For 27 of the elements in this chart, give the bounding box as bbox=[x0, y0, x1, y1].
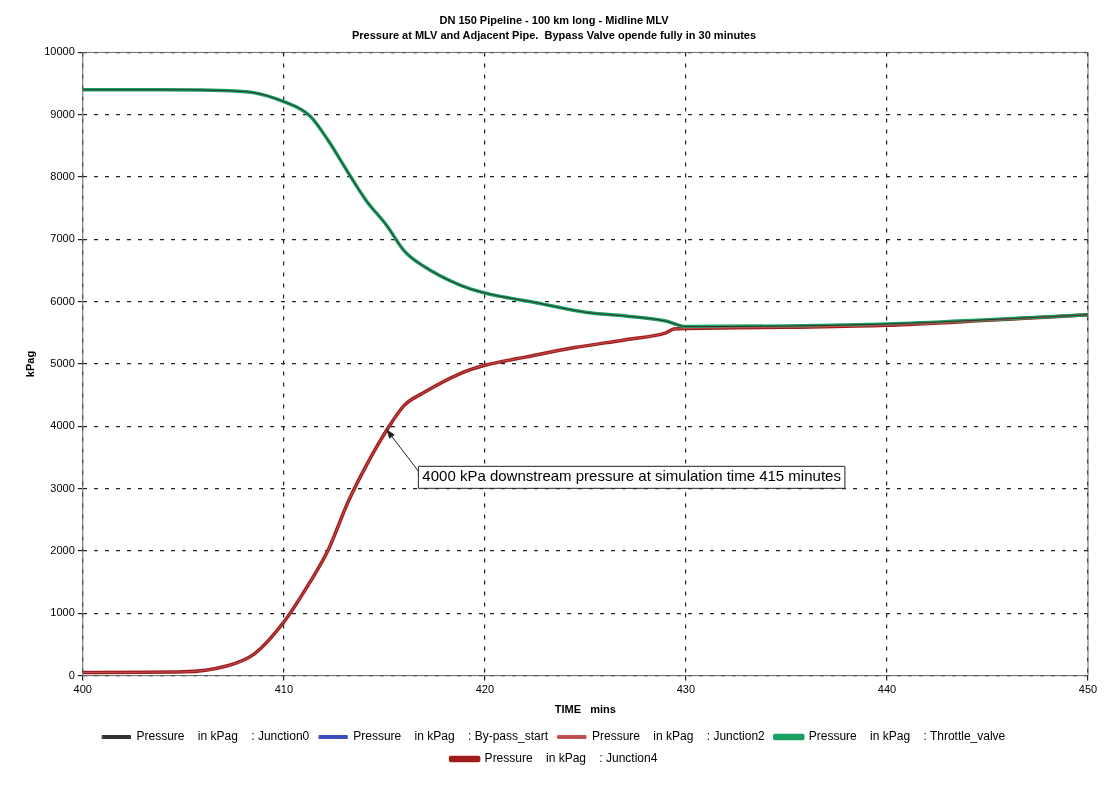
x-tick-label: 450 bbox=[1078, 683, 1098, 696]
legend-label: Pressure in kPag : Throttle_valve bbox=[808, 729, 1006, 744]
y-tick-label: 9000 bbox=[50, 107, 75, 120]
y-tick-label: 2000 bbox=[50, 543, 75, 556]
chart-subtitle: Pressure at MLV and Adjacent Pipe. Bypass Valve opende fully in 30 minutes bbox=[351, 28, 757, 41]
legend-label: Pressure in kPag : Junction4 bbox=[484, 751, 658, 766]
y-tick-label: 4000 bbox=[50, 419, 75, 432]
y-tick-label: 1000 bbox=[50, 606, 75, 619]
y-axis-title: kPag bbox=[23, 350, 36, 378]
x-tick-label: 430 bbox=[676, 683, 696, 696]
y-tick-label: 8000 bbox=[50, 170, 75, 183]
x-tick-label: 420 bbox=[475, 683, 495, 696]
x-tick-label: 440 bbox=[877, 683, 897, 696]
y-tick-label: 0 bbox=[68, 668, 75, 681]
y-tick-label: 5000 bbox=[50, 357, 75, 370]
y-tick-label: 3000 bbox=[50, 481, 75, 494]
x-tick-label: 400 bbox=[73, 683, 92, 696]
legend-label: Pressure in kPag : Junction0 bbox=[136, 729, 310, 744]
x-axis-title: TIME mins bbox=[554, 703, 616, 716]
chart-title: DN 150 Pipeline - 100 km long - Midline MLV bbox=[439, 13, 670, 26]
legend-label: Pressure in kPag : Junction2 bbox=[592, 729, 766, 744]
y-tick-label: 10000 bbox=[44, 45, 75, 58]
y-tick-label: 7000 bbox=[50, 232, 75, 245]
y-tick-label: 6000 bbox=[50, 294, 75, 307]
legend-label: Pressure in kPag : By-pass_start bbox=[353, 729, 549, 744]
annotation: 4000 kPa downstream pressure at simulation time 415 minutes bbox=[422, 467, 841, 485]
x-tick-label: 410 bbox=[274, 683, 294, 696]
